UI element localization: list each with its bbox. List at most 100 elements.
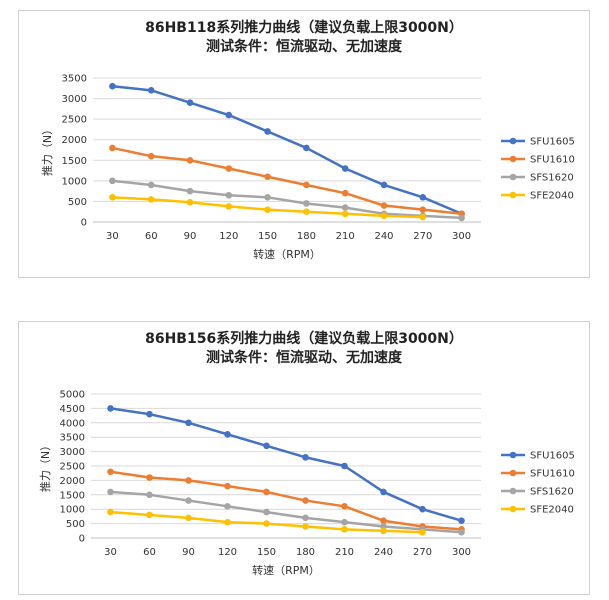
- x-axis-title: 转速（RPM）: [253, 247, 321, 261]
- chart-plot-86hb156: 0 500 1000 1500 2000 2500 3000 3500 4000 4500 5000…: [38, 390, 575, 578]
- x-tick-label: 120: [219, 231, 238, 242]
- data-point-sfe2040: [380, 212, 388, 220]
- data-point-sfu1610: [224, 482, 231, 490]
- y-tick-label: 3000: [60, 447, 85, 458]
- y-tick-label: 0: [81, 218, 87, 229]
- data-point-sfe2040: [263, 520, 270, 527]
- data-point-sfu1610: [341, 189, 349, 197]
- data-point-sfu1605: [302, 454, 309, 461]
- y-tick-label: 1500: [62, 156, 87, 167]
- x-tick-label: 150: [257, 547, 276, 558]
- data-point-sfs1620: [225, 191, 233, 199]
- data-point-sfu1605: [107, 405, 114, 412]
- data-point-sfu1610: [225, 165, 233, 172]
- data-point-sfu1605: [458, 517, 465, 525]
- data-point-sfs1620: [341, 518, 348, 526]
- data-point-sfe2040: [109, 194, 116, 201]
- data-point-sfu1610: [341, 503, 348, 510]
- legend-swatch-marker: [509, 451, 517, 459]
- x-tick-label: 120: [218, 547, 237, 558]
- series-line-sfu1605: [110, 407, 462, 522]
- legend-label-sfe2040: SFE2040: [530, 505, 574, 516]
- data-point-sfs1620: [147, 181, 155, 189]
- data-point-sfu1610: [147, 152, 155, 160]
- legend-label-sfu1610: SFU1610: [530, 155, 575, 166]
- x-tick-label: 30: [106, 231, 119, 242]
- legend-swatch-marker: [509, 155, 517, 163]
- data-point-sfu1605: [419, 194, 427, 201]
- data-point-sfu1610: [264, 173, 271, 181]
- chart-title: 86HB118系列推力曲线（建议负载上限3000N）: [145, 20, 463, 36]
- y-tick-label: 0: [79, 534, 85, 545]
- data-point-sfs1620: [224, 503, 231, 510]
- legend-swatch-marker: [509, 191, 517, 199]
- data-point-sfs1620: [458, 528, 465, 536]
- legend-label-sfs1620: SFS1620: [530, 487, 574, 498]
- data-point-sfu1610: [185, 477, 192, 484]
- legend-label-sfs1620: SFS1620: [530, 173, 574, 184]
- data-point-sfu1610: [380, 517, 387, 525]
- data-point-sfu1610: [380, 202, 388, 209]
- data-point-sfs1620: [341, 204, 349, 211]
- series-line-sfu1610: [112, 146, 462, 216]
- x-tick-label: 300: [452, 547, 471, 558]
- data-point-sfu1610: [109, 144, 116, 152]
- legend-label-sfu1605: SFU1605: [530, 137, 575, 148]
- data-point-sfe2040: [147, 196, 155, 203]
- legend-swatch-marker: [509, 173, 517, 181]
- data-point-sfu1605: [185, 419, 192, 427]
- chart-subtitle: 测试条件：恒流驱动、无加速度: [206, 350, 402, 366]
- data-point-sfe2040: [225, 203, 233, 210]
- data-point-sfu1610: [107, 468, 114, 476]
- data-point-sfu1605: [419, 505, 426, 513]
- data-point-sfe2040: [185, 514, 192, 522]
- data-point-sfu1605: [109, 82, 116, 90]
- data-point-sfe2040: [146, 511, 153, 519]
- y-tick-label: 2500: [62, 115, 87, 126]
- data-point-sfs1620: [303, 200, 310, 207]
- data-point-sfe2040: [107, 508, 114, 516]
- x-tick-label: 210: [335, 547, 354, 558]
- data-point-sfu1605: [380, 181, 388, 189]
- data-point-sfu1605: [303, 144, 310, 152]
- data-point-sfu1605: [341, 165, 349, 172]
- x-axis-title: 转速（RPM）: [252, 563, 320, 577]
- data-point-sfu1610: [263, 488, 270, 496]
- data-point-sfs1620: [263, 508, 270, 516]
- data-point-sfu1605: [186, 99, 194, 106]
- data-point-sfs1620: [302, 514, 309, 522]
- chart-panel-86hb118: 86HB118系列推力曲线（建议负载上限3000N） 测试条件：恒流驱动、无加速…: [18, 10, 590, 278]
- y-tick-label: 5000: [60, 390, 85, 401]
- x-tick-label: 240: [374, 547, 393, 558]
- y-tick-label: 2000: [62, 135, 87, 146]
- legend-swatch-marker: [509, 487, 517, 495]
- data-point-sfu1605: [146, 410, 153, 418]
- legend-swatch-marker: [509, 137, 517, 145]
- y-tick-label: 500: [68, 197, 87, 208]
- x-tick-label: 90: [182, 547, 195, 558]
- data-point-sfe2040: [264, 206, 271, 213]
- legend-label-sfu1605: SFU1605: [530, 451, 575, 462]
- y-tick-label: 2000: [60, 476, 85, 487]
- data-point-sfe2040: [224, 518, 231, 526]
- data-point-sfs1620: [186, 187, 194, 195]
- data-point-sfu1610: [186, 156, 194, 164]
- legend-swatch-marker: [509, 469, 517, 477]
- chart-plot-86hb118: 0 500 1000 1500 2000 2500 3000 3500 30 60 90 120 150…: [40, 74, 575, 262]
- data-point-sfe2040: [380, 527, 387, 535]
- x-tick-label: 60: [145, 231, 158, 242]
- data-point-sfe2040: [419, 213, 427, 221]
- x-tick-label: 90: [184, 231, 197, 242]
- data-point-sfu1605: [224, 431, 231, 438]
- data-point-sfs1620: [109, 177, 116, 185]
- data-point-sfe2040: [341, 526, 348, 533]
- y-tick-label: 3500: [60, 433, 85, 444]
- data-point-sfs1620: [146, 491, 153, 499]
- y-axis-title: 推力（N）: [38, 440, 52, 492]
- data-point-sfs1620: [264, 194, 271, 201]
- x-tick-label: 150: [258, 231, 277, 242]
- series-line-sfs1620: [112, 179, 462, 220]
- legend-label-sfe2040: SFE2040: [530, 191, 574, 202]
- series-line-sfs1620: [110, 490, 462, 534]
- x-tick-label: 180: [296, 547, 315, 558]
